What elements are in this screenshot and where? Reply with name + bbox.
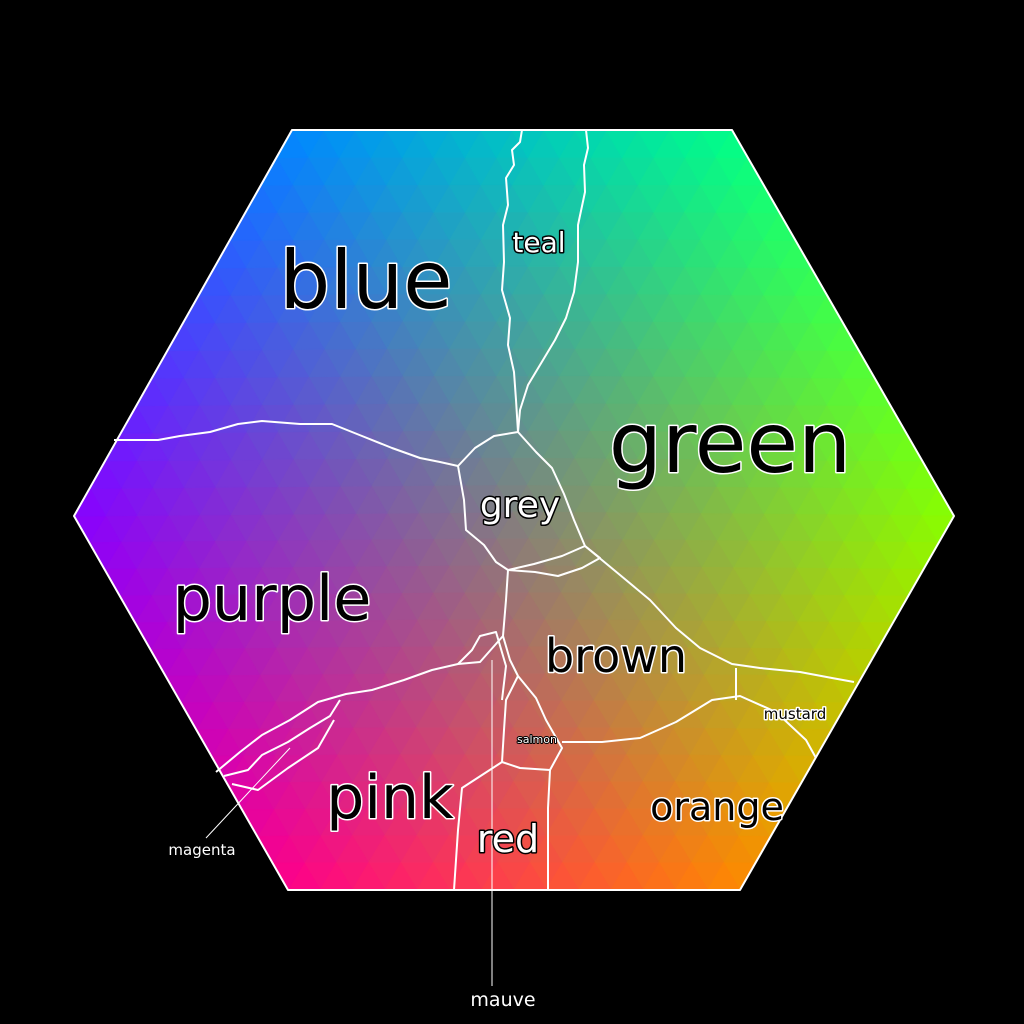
magenta-leader-line bbox=[205, 747, 291, 839]
border-teal bbox=[501, 129, 523, 433]
border-green-brown bbox=[584, 545, 855, 683]
gradient-cell bbox=[480, 862, 515, 890]
label-magenta: magenta bbox=[168, 841, 235, 859]
label-green: green bbox=[609, 394, 852, 492]
gradient-cell bbox=[642, 862, 677, 890]
border-teal-green bbox=[517, 129, 589, 433]
label-red: red bbox=[477, 817, 539, 861]
region-borders bbox=[73, 129, 955, 891]
gradient-cell bbox=[605, 130, 639, 159]
gradient-cell bbox=[668, 130, 702, 159]
border-red bbox=[453, 761, 551, 891]
region-labels: blue teal green grey purple brown mustar… bbox=[168, 225, 852, 1012]
gradient-cell bbox=[636, 130, 670, 159]
gradient-cell bbox=[574, 130, 608, 159]
border-salmon bbox=[501, 675, 563, 771]
border-brown-mustard bbox=[562, 695, 817, 759]
gradient-cell bbox=[448, 862, 483, 890]
gradient-cell bbox=[322, 130, 356, 159]
label-brown: brown bbox=[545, 629, 687, 683]
gradient-cell bbox=[351, 862, 386, 890]
gradient-cell bbox=[706, 862, 741, 890]
label-blue: blue bbox=[280, 234, 453, 327]
gradient-cell bbox=[319, 862, 354, 890]
border-pink-salmon bbox=[457, 631, 507, 701]
gradient-cell bbox=[354, 130, 388, 159]
gradient-cell bbox=[610, 862, 644, 890]
border-magenta bbox=[223, 699, 341, 791]
label-pink: pink bbox=[326, 763, 454, 833]
gradient-cell bbox=[385, 130, 419, 159]
label-purple: purple bbox=[173, 562, 372, 635]
hexagon-outline bbox=[73, 129, 955, 891]
border-blue-purple bbox=[114, 420, 459, 467]
label-grey: grey bbox=[480, 485, 560, 526]
label-mustard: mustard bbox=[764, 705, 826, 723]
label-teal: teal bbox=[512, 226, 565, 259]
label-mauve: mauve bbox=[470, 989, 535, 1011]
label-salmon: salmon bbox=[517, 733, 557, 746]
gradient-cell bbox=[448, 130, 482, 159]
border-purple-pink bbox=[215, 635, 504, 773]
gradient-cell bbox=[542, 130, 576, 159]
label-orange: orange bbox=[650, 785, 784, 829]
gradient-cell bbox=[545, 862, 580, 890]
leader-lines bbox=[205, 660, 493, 986]
gradient-cell bbox=[479, 130, 513, 159]
hexagon-gradient bbox=[74, 130, 954, 890]
gradient-cell bbox=[384, 862, 418, 890]
gradient-cell bbox=[416, 130, 450, 159]
gradient-cell bbox=[577, 862, 612, 890]
gradient-cell bbox=[513, 862, 548, 890]
gradient-cell bbox=[416, 862, 451, 890]
gradient-cell bbox=[674, 862, 709, 890]
